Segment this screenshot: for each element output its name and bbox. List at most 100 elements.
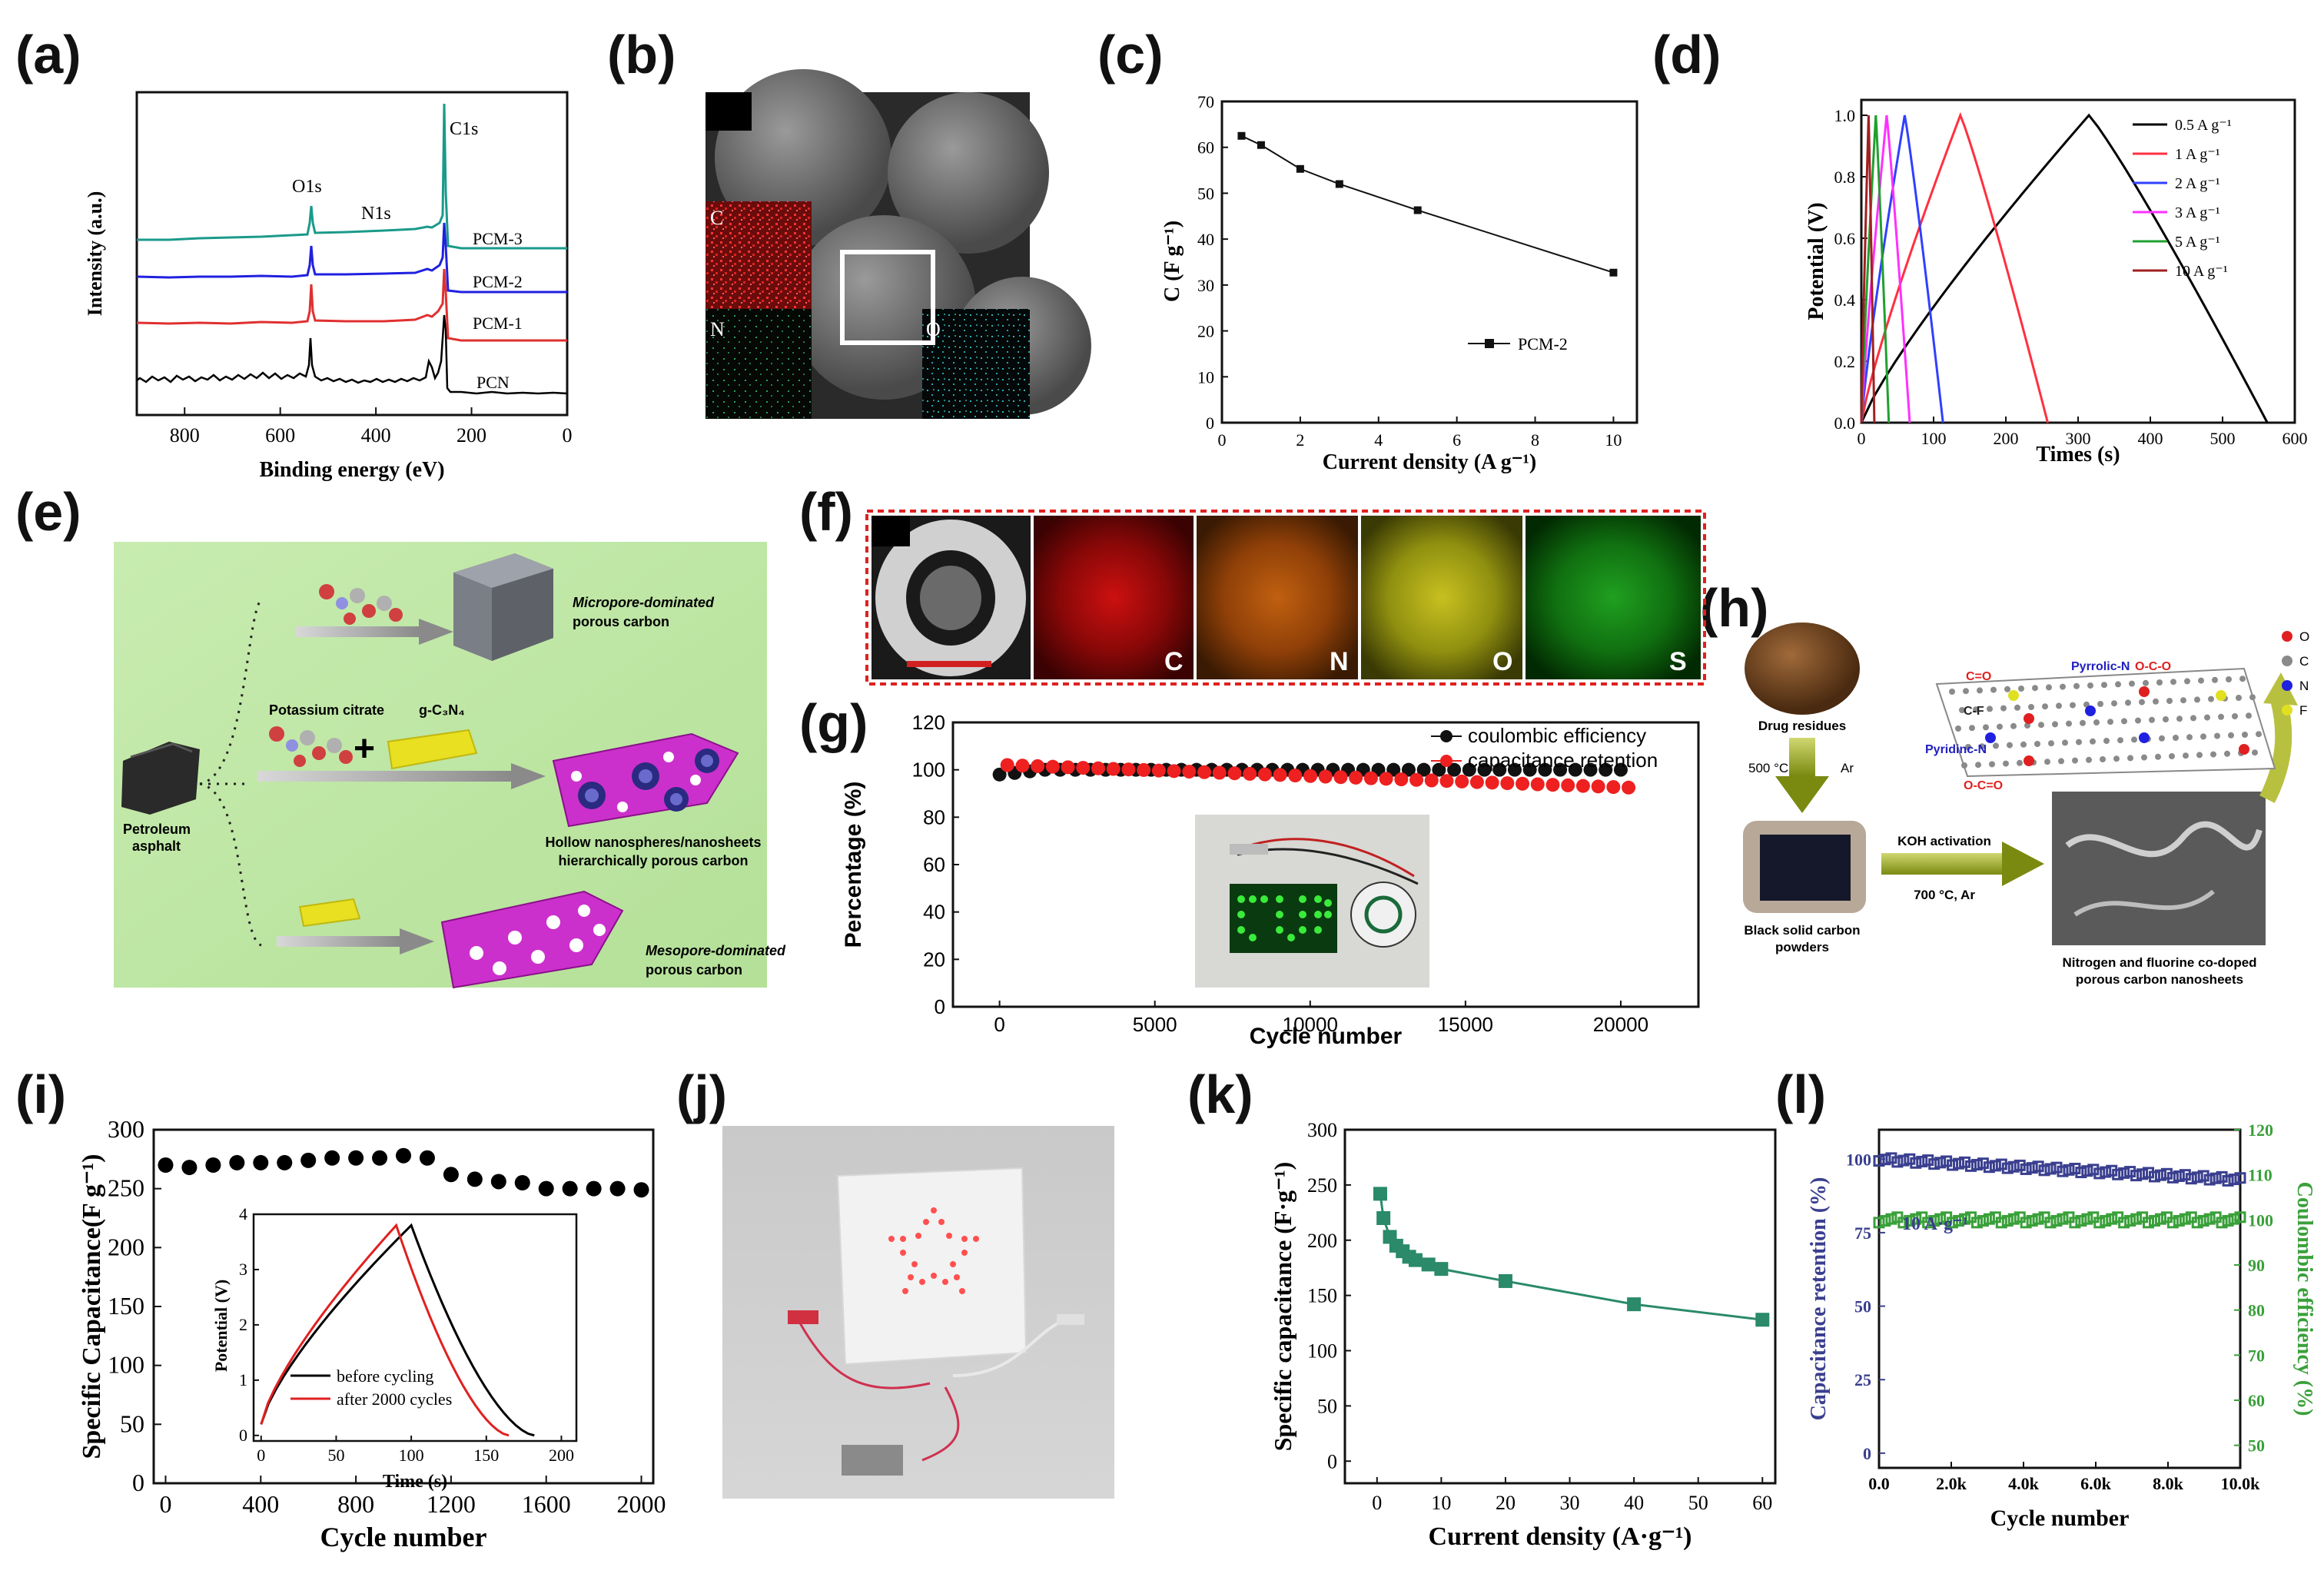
g-cr-point — [1257, 767, 1272, 782]
g-cr-point — [1182, 765, 1197, 779]
l-ytick-label: 25 — [1854, 1370, 1871, 1389]
l-ytick2-label: 50 — [2248, 1436, 2265, 1456]
e-meso-label: Mesopore-dominated — [646, 943, 786, 958]
panel-g-cycling-chart: 0 5000 10000 15000 20000 0 20 40 60 80 100 120 coul… — [841, 711, 1700, 1049]
g-cr-point — [1045, 759, 1060, 774]
l-retention-point — [1989, 1160, 2001, 1172]
h-ar-label: Ar — [1841, 761, 1854, 775]
k-data-point — [1498, 1273, 1512, 1288]
l-efficiency-point — [2124, 1215, 2136, 1227]
l-retention-point — [1953, 1157, 1965, 1170]
c-ytick-label: 70 — [1197, 92, 1214, 111]
g-ytick-label: 0 — [935, 995, 945, 1018]
h-lattice-atom — [2038, 722, 2044, 729]
d-series-line — [1860, 115, 1944, 423]
e-gcn-label: g-C₃N₄ — [419, 702, 465, 718]
l-efficiency-point — [1928, 1215, 1941, 1227]
l-retention-point — [2191, 1171, 2203, 1184]
l-efficiency-point — [2007, 1213, 2020, 1225]
c-ytick-label: 30 — [1197, 276, 1214, 295]
panel-label-f: (f) — [799, 482, 853, 542]
h-lattice-atom — [2060, 683, 2066, 690]
legend-pcm3: PCM-3 — [473, 229, 523, 248]
h-lattice-atom — [2107, 719, 2113, 725]
h-lattice-atom — [2034, 741, 2040, 747]
l-ytick2-label: 60 — [2248, 1391, 2265, 1410]
panel-a-xps-chart: O1s N1s C1s PCN PCM-1 PCM-2 PCM-3 800 600… — [84, 91, 573, 482]
panel-c-capacitance-chart: 0 2 4 6 8 10 0 10 20 30 40 50 60 70 PCM-2 Current den… — [1160, 92, 1638, 474]
d-xtick-label: 500 — [2210, 429, 2236, 448]
l-efficiency-point — [2075, 1215, 2087, 1227]
h-lattice-atom — [2141, 754, 2147, 761]
k-ytick-label: 250 — [1307, 1174, 1337, 1197]
h-lattice-atom — [2117, 737, 2123, 744]
l-efficiency-point — [1934, 1213, 1947, 1225]
g-cr-point — [1545, 778, 1560, 792]
i-data-point — [466, 1171, 483, 1187]
k-xtick-label: 50 — [1688, 1492, 1708, 1514]
h-lattice-atom — [2252, 749, 2258, 756]
i-inset-ytick-label: 4 — [239, 1204, 247, 1223]
l-retention-point — [2166, 1171, 2179, 1184]
d-xtick-label: 100 — [1921, 429, 1947, 448]
l-efficiency-point — [1959, 1213, 1971, 1225]
a-xtick-label: 600 — [265, 424, 295, 447]
h-lattice-atom — [2052, 721, 2058, 728]
h-lattice-atom — [2210, 751, 2216, 758]
g-ce-point — [1553, 762, 1568, 777]
i-inset-before-curve — [260, 1223, 535, 1437]
h-lattice-atom — [2232, 713, 2238, 719]
i-data-point — [633, 1182, 649, 1198]
l-efficiency-point — [2032, 1213, 2044, 1225]
l-retention-point — [1897, 1154, 1910, 1167]
g-xtick-label: 5000 — [1133, 1013, 1177, 1036]
h-lattice-atom — [1983, 724, 1989, 731]
l-retention-point — [2228, 1174, 2240, 1186]
h-lattice-atom — [1961, 762, 1967, 769]
d-ytick-label: 0.8 — [1834, 168, 1856, 187]
l-retention-point — [1873, 1155, 1885, 1167]
h-koh-label: KOH activation — [1897, 834, 1991, 848]
h-temp-label: 500 °C — [1748, 761, 1788, 775]
l-retention-point — [2063, 1164, 2075, 1176]
k-data-point — [1376, 1211, 1391, 1225]
g-cr-point — [1137, 762, 1151, 777]
c-data-point — [1335, 180, 1343, 188]
i-data-point — [514, 1175, 530, 1190]
k-xlabel: Current density (A·g⁻¹) — [1429, 1522, 1692, 1551]
e-potassium-label: Potassium citrate — [269, 702, 384, 718]
i-inset-legend-after: after 2000 cycles — [337, 1389, 452, 1409]
h-lattice-atom — [2214, 732, 2220, 739]
h-lattice-atom — [2125, 699, 2131, 706]
l-ytick-label: 100 — [1846, 1150, 1871, 1169]
l-efficiency-point — [2081, 1213, 2093, 1225]
l-retention-point — [2026, 1162, 2038, 1174]
l-efficiency-point — [1873, 1217, 1885, 1229]
h-legend-c: C — [2299, 654, 2309, 669]
h-lattice-atom — [2018, 686, 2024, 692]
a-xlabel: Binding energy (eV) — [259, 458, 444, 482]
g-cr-point — [1167, 764, 1181, 779]
i-data-point — [277, 1154, 293, 1170]
l-retention-point — [1970, 1159, 1983, 1171]
i-data-point — [396, 1147, 411, 1164]
k-xtick-label: 30 — [1560, 1492, 1580, 1514]
c-ytick-label: 50 — [1197, 184, 1214, 203]
g-ce-point — [1477, 762, 1492, 777]
panel-j-photo — [722, 1126, 1114, 1499]
i-ytick-label: 100 — [108, 1351, 144, 1379]
c-data-point — [1413, 206, 1422, 214]
l-efficiency-point — [2234, 1211, 2246, 1223]
h-lattice-atom — [2173, 735, 2179, 741]
l-annotation: 10 A·g⁻¹ — [1902, 1214, 1968, 1234]
panel-label-c: (c) — [1097, 25, 1164, 85]
l-efficiency-point — [2222, 1215, 2234, 1227]
h-doped-graphene-sheet — [1935, 667, 2276, 778]
h-koh-temp: 700 °C, Ar — [1914, 888, 1975, 902]
g-ytick-label: 60 — [923, 853, 945, 876]
h-lattice-atom — [2149, 716, 2155, 723]
g-cr-point — [1000, 758, 1014, 772]
d-ylabel: Potential (V) — [1804, 202, 1828, 320]
h-black-label-1: Black solid carbon — [1744, 923, 1860, 938]
